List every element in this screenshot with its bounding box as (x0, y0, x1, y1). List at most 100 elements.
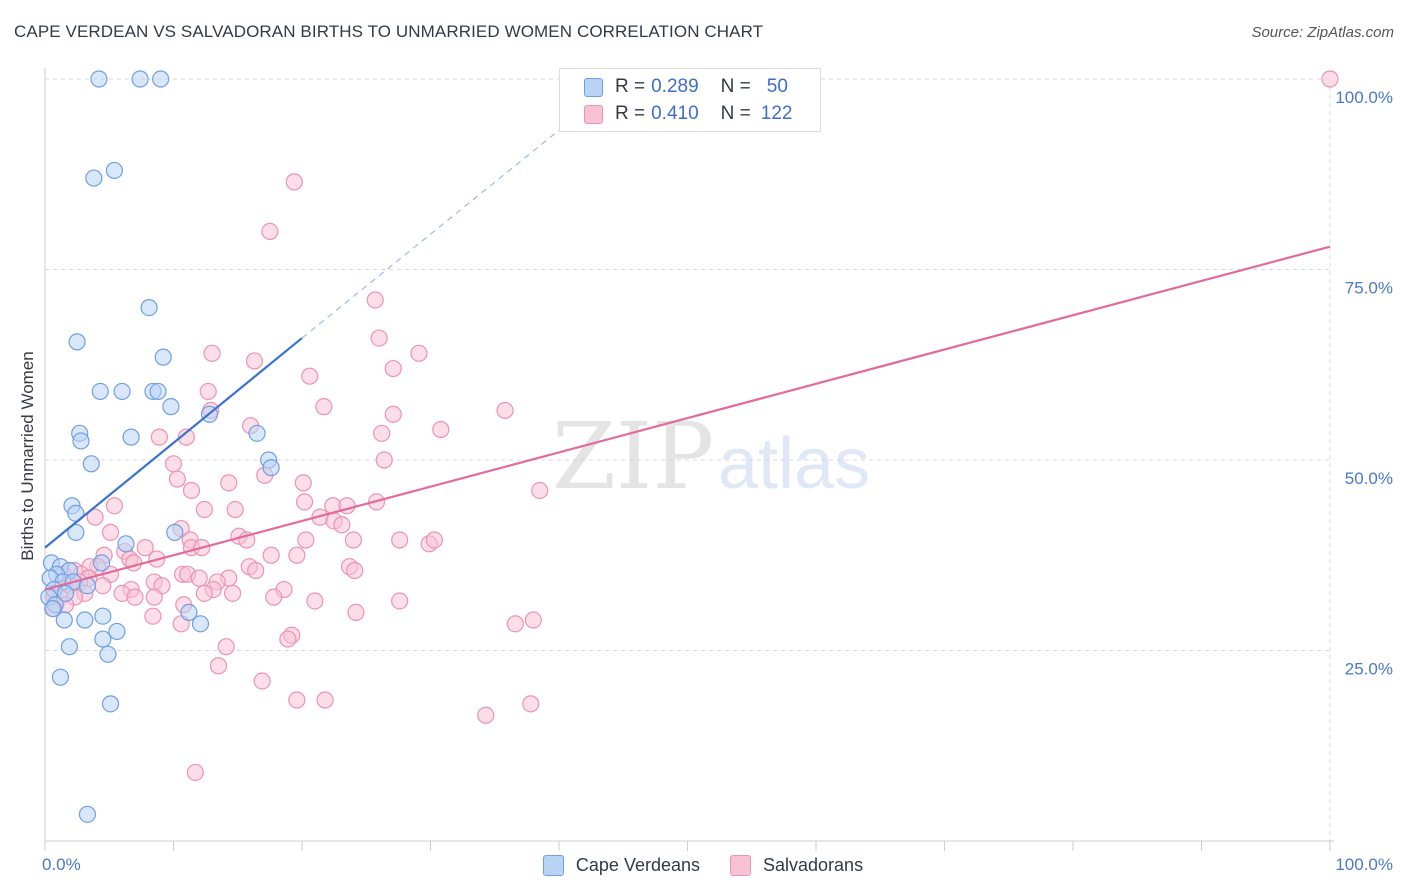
bottom-legend-swatch-blue (542, 854, 564, 876)
salvadoran-point (195, 500, 213, 519)
salvadoran-point (182, 481, 201, 500)
salvadoran-point (315, 398, 333, 416)
salvadoran-point (477, 706, 495, 724)
cape-verdean-point (149, 382, 167, 401)
salvadoran-point (496, 401, 514, 420)
cape-verdean-point (105, 161, 123, 180)
salvadoran-point (506, 615, 524, 633)
legend-swatch-blue (584, 77, 603, 97)
cape-verdean-point (44, 599, 62, 618)
cape-verdean-point (140, 299, 158, 317)
cape-verdean-trend-line (44, 337, 303, 549)
salvadoran-point (253, 672, 271, 690)
salvadoran-point (294, 474, 312, 492)
cape-verdean-point (67, 523, 85, 541)
cape-verdean-point (262, 459, 280, 477)
salvadoran-point (86, 508, 104, 526)
salvadoran-point (366, 291, 384, 309)
bottom-legend-item-cape-verdeans[interactable]: Cape Verdeans (542, 854, 700, 876)
watermark-zip: ZIP (552, 403, 714, 510)
legend-r-label: R = (615, 103, 646, 124)
cape-verdean-point (72, 432, 90, 450)
legend-n-label: N = (720, 103, 751, 124)
salvadoran-point (347, 603, 365, 622)
y-tick-labels: 25.0% 50.0% 75.0% 100.0% (1335, 88, 1393, 679)
salvadoran-point (177, 428, 195, 446)
salvadoran-point (136, 539, 154, 557)
chart-title: CAPE VERDEAN VS SALVADORAN BIRTHS TO UNM… (14, 22, 764, 41)
salvadoran-point (384, 359, 402, 378)
cape-verdean-point (108, 622, 126, 641)
watermark: ZIP atlas (552, 403, 870, 510)
salvadoran-point (190, 569, 208, 587)
legend-n-label: N = (720, 76, 751, 97)
salvadoran-point (344, 531, 362, 549)
salvadoran-point (295, 493, 314, 511)
salvadoran-trend-line (44, 245, 1331, 591)
salvadoran-point (265, 588, 283, 606)
salvadoran-point (1321, 70, 1339, 88)
cape-verdean-point (51, 668, 70, 686)
legend-n-value: 50 (766, 76, 788, 97)
cape-verdean-point (94, 607, 112, 625)
salvadoran-point (391, 531, 409, 549)
bottom-legend-label: Cape Verdeans (575, 854, 700, 875)
legend-r-value: 0.410 (651, 103, 699, 124)
x-tick-label: 100.0% (1335, 855, 1393, 874)
cape-verdean-point (60, 638, 79, 656)
salvadoran-point (203, 344, 221, 362)
salvadoran-point (150, 428, 168, 446)
bottom-legend: Cape Verdeans Salvadorans (0, 852, 1406, 878)
salvadoran-point (220, 474, 238, 492)
salvadoran-point (168, 470, 186, 488)
salvadoran-point (101, 523, 120, 541)
cape-verdean-point (117, 535, 135, 553)
cape-verdean-point (55, 611, 73, 629)
salvadoran-point (217, 638, 235, 656)
cape-verdean-point (162, 398, 180, 416)
legend-r-label: R = (615, 76, 646, 97)
salvadoran-point (144, 607, 162, 625)
salvadoran-point (384, 405, 402, 423)
legend-n-value: 122 (760, 103, 793, 124)
cape-verdean-point (180, 603, 198, 622)
salvadoran-point (288, 546, 306, 564)
salvadoran-point (346, 561, 364, 580)
salvadoran-point (94, 577, 112, 595)
salvadoran-point (522, 695, 540, 713)
salvadoran-point (245, 352, 264, 370)
salvadoran-point (373, 424, 391, 442)
bottom-legend-item-salvadorans[interactable]: Salvadorans (730, 854, 864, 876)
cape-verdean-point (85, 169, 103, 187)
salvadoran-point (209, 657, 228, 675)
salvadoran-point (262, 546, 280, 564)
cape-verdean-point (90, 70, 108, 88)
cape-verdean-point (78, 805, 97, 823)
cape-verdean-point (113, 382, 131, 401)
cape-verdean-points (40, 70, 280, 823)
salvadoran-point (306, 592, 324, 610)
bottom-legend-label: Salvadorans (763, 854, 864, 875)
y-tick-label: 50.0% (1345, 469, 1393, 488)
cape-verdean-point (166, 523, 184, 541)
legend-box: R = 0.289 N = 50 R = 0.410 N = 122 (559, 68, 821, 132)
salvadoran-point (186, 763, 204, 782)
salvadoran-point (370, 329, 388, 347)
cape-verdean-point (248, 424, 266, 442)
salvadoran-point (301, 367, 319, 385)
y-tick-label: 75.0% (1345, 279, 1393, 298)
salvadoran-point (297, 531, 315, 549)
y-tick-label: 100.0% (1335, 88, 1393, 107)
bottom-legend-swatch-pink (730, 854, 751, 876)
salvadoran-point (105, 497, 123, 515)
cape-verdean-point (101, 695, 120, 713)
cape-verdean-point (91, 382, 109, 401)
cape-verdean-point (92, 554, 111, 572)
cape-verdean-point (99, 645, 117, 663)
cape-verdean-point (131, 70, 149, 88)
salvadoran-point (531, 481, 549, 500)
watermark-atlas: atlas (718, 424, 870, 504)
cape-verdean-point (82, 455, 100, 473)
salvadoran-point (375, 451, 393, 469)
